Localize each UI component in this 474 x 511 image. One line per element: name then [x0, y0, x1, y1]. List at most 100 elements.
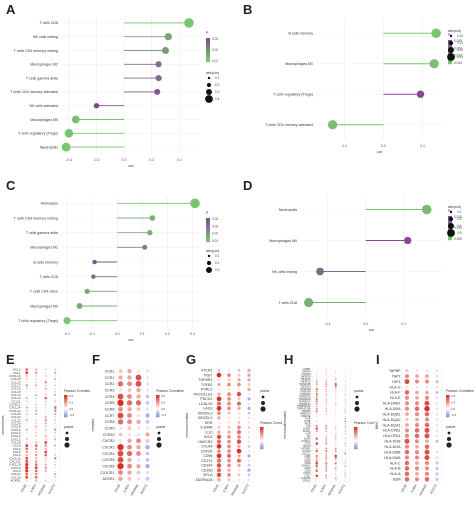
heatmap-dot: [127, 438, 132, 444]
heatmap-dot: [217, 416, 221, 420]
heatmap-dot: [325, 480, 327, 482]
row-label: CD40: [305, 468, 312, 470]
column-label: CD3D: [20, 483, 28, 493]
p-legend-swatch: [206, 44, 210, 47]
pearson-legend-swatch: [260, 433, 264, 436]
heatmap-dot: [415, 444, 419, 449]
row-label: TMEM173: [300, 414, 312, 416]
heatmap-dot: [217, 449, 221, 453]
heatmap-dot: [216, 472, 222, 478]
heatmap-dot: [325, 403, 328, 405]
heatmap-dot: [424, 433, 430, 439]
row-label: TNFSF9: [302, 372, 312, 374]
heatmap-dot: [25, 412, 28, 415]
x-axis-title: cor: [128, 337, 134, 342]
heatmap-dot: [435, 445, 439, 448]
heatmap-dot: [344, 373, 346, 375]
size-legend-dot: [448, 47, 454, 53]
heatmap-dot: [247, 421, 251, 424]
heatmap-dot: [54, 390, 57, 393]
heatmap-dot: [424, 417, 430, 422]
pvalue-legend-dot: [157, 431, 161, 435]
row-label: ACKR1: [10, 478, 20, 482]
heatmap-dot: [316, 480, 318, 482]
heatmap-dot: [335, 418, 337, 420]
pearson-legend-swatch: [156, 409, 160, 411]
heatmap-dot: [44, 378, 47, 380]
pearson-legend-swatch: [260, 430, 264, 432]
pearson-legend-title: Pearson Correlation: [446, 389, 474, 393]
heatmap-dot: [414, 412, 420, 417]
size-legend-tick: 0.1: [215, 76, 220, 80]
heatmap-dot: [54, 422, 57, 425]
heatmap-dot: [334, 435, 337, 438]
category-label: T cells gamma delta: [26, 231, 58, 235]
heatmap-dot: [227, 397, 231, 401]
row-label: TNFSF4: [302, 374, 312, 376]
heatmap-dot: [334, 432, 337, 435]
heatmap-dot: [315, 373, 318, 375]
heatmap-dot: [344, 405, 346, 408]
heatmap-dot: [126, 450, 133, 457]
row-label: TNFRSF8: [300, 391, 311, 393]
heatmap-dot: [405, 369, 409, 373]
pearson-legend-swatch: [156, 410, 160, 413]
heatmap-dot: [325, 440, 328, 442]
pearson-legend-swatch: [156, 415, 160, 418]
heatmap-dot: [325, 405, 328, 408]
heatmap-dot: [247, 406, 251, 411]
heatmap-dot: [415, 461, 419, 465]
heatmap-dot: [53, 406, 57, 409]
lollipop-panel-d: D -0.1 0.0 0.1 cor Neutrophils Macrophages M0…: [237, 176, 474, 346]
x-tick-label: -0.4: [66, 158, 72, 162]
row-label: CD160: [201, 468, 212, 472]
heatmap-dot: [25, 406, 28, 409]
row-label: HLA-DPB1: [383, 429, 401, 433]
row-label: CCL16: [11, 387, 21, 391]
heatmap-dot: [404, 444, 410, 449]
heatmap-dot: [415, 385, 419, 389]
heatmap-dot: [136, 463, 141, 469]
x-tick-label: -0.1: [89, 332, 95, 336]
heatmap-dot: [25, 425, 28, 428]
pearson-legend-tick: 0.6: [451, 394, 456, 398]
category-label: Macrophages M0: [269, 239, 297, 243]
p-legend-swatch: [206, 222, 210, 225]
p-legend-tick: 0.005: [454, 237, 462, 241]
heatmap-dot: [34, 469, 38, 473]
heatmap-dot: [414, 455, 420, 460]
pvalue-legend-dot: [355, 401, 359, 405]
lollipop-point: [304, 297, 314, 308]
row-label: PDCD1LG2: [194, 392, 213, 396]
pearson-legend-swatch: [260, 436, 264, 439]
heatmap-dot: [435, 434, 439, 438]
p-legend-swatch: [206, 58, 210, 61]
pearson-legend-swatch: [446, 415, 450, 418]
heatmap-dot: [315, 395, 318, 398]
heatmap-dot: [404, 379, 410, 385]
heatmap-dot: [217, 392, 221, 396]
category-label: NK cells resting: [33, 35, 58, 39]
heatmap-dot: [404, 406, 410, 411]
heatmap-dot: [145, 400, 150, 405]
row-label: CXCL3: [11, 431, 21, 435]
lollipop-point: [421, 204, 432, 215]
heatmap-dot: [44, 381, 47, 384]
lollipop-point: [154, 88, 161, 95]
row-label: IL10: [206, 430, 213, 434]
heatmap-dot: [35, 419, 38, 422]
pearson-legend-tick: 0.3: [69, 400, 74, 404]
heatmap-dot: [414, 433, 420, 439]
heatmap-dot: [344, 474, 347, 477]
heatmap-dot: [315, 464, 318, 468]
heatmap-dot: [334, 390, 337, 393]
pearson-legend-title: Pearson Correlation: [354, 421, 374, 425]
pearson-legend-swatch: [64, 406, 68, 408]
heatmap-dot: [35, 425, 38, 428]
heatmap-dot: [127, 463, 132, 469]
heatmap-dot: [344, 413, 346, 415]
heatmap-dot: [325, 452, 328, 455]
p-legend-tick: 0.03: [212, 37, 218, 41]
row-label: KLRC1: [303, 431, 311, 433]
heatmap-dot: [136, 438, 141, 444]
